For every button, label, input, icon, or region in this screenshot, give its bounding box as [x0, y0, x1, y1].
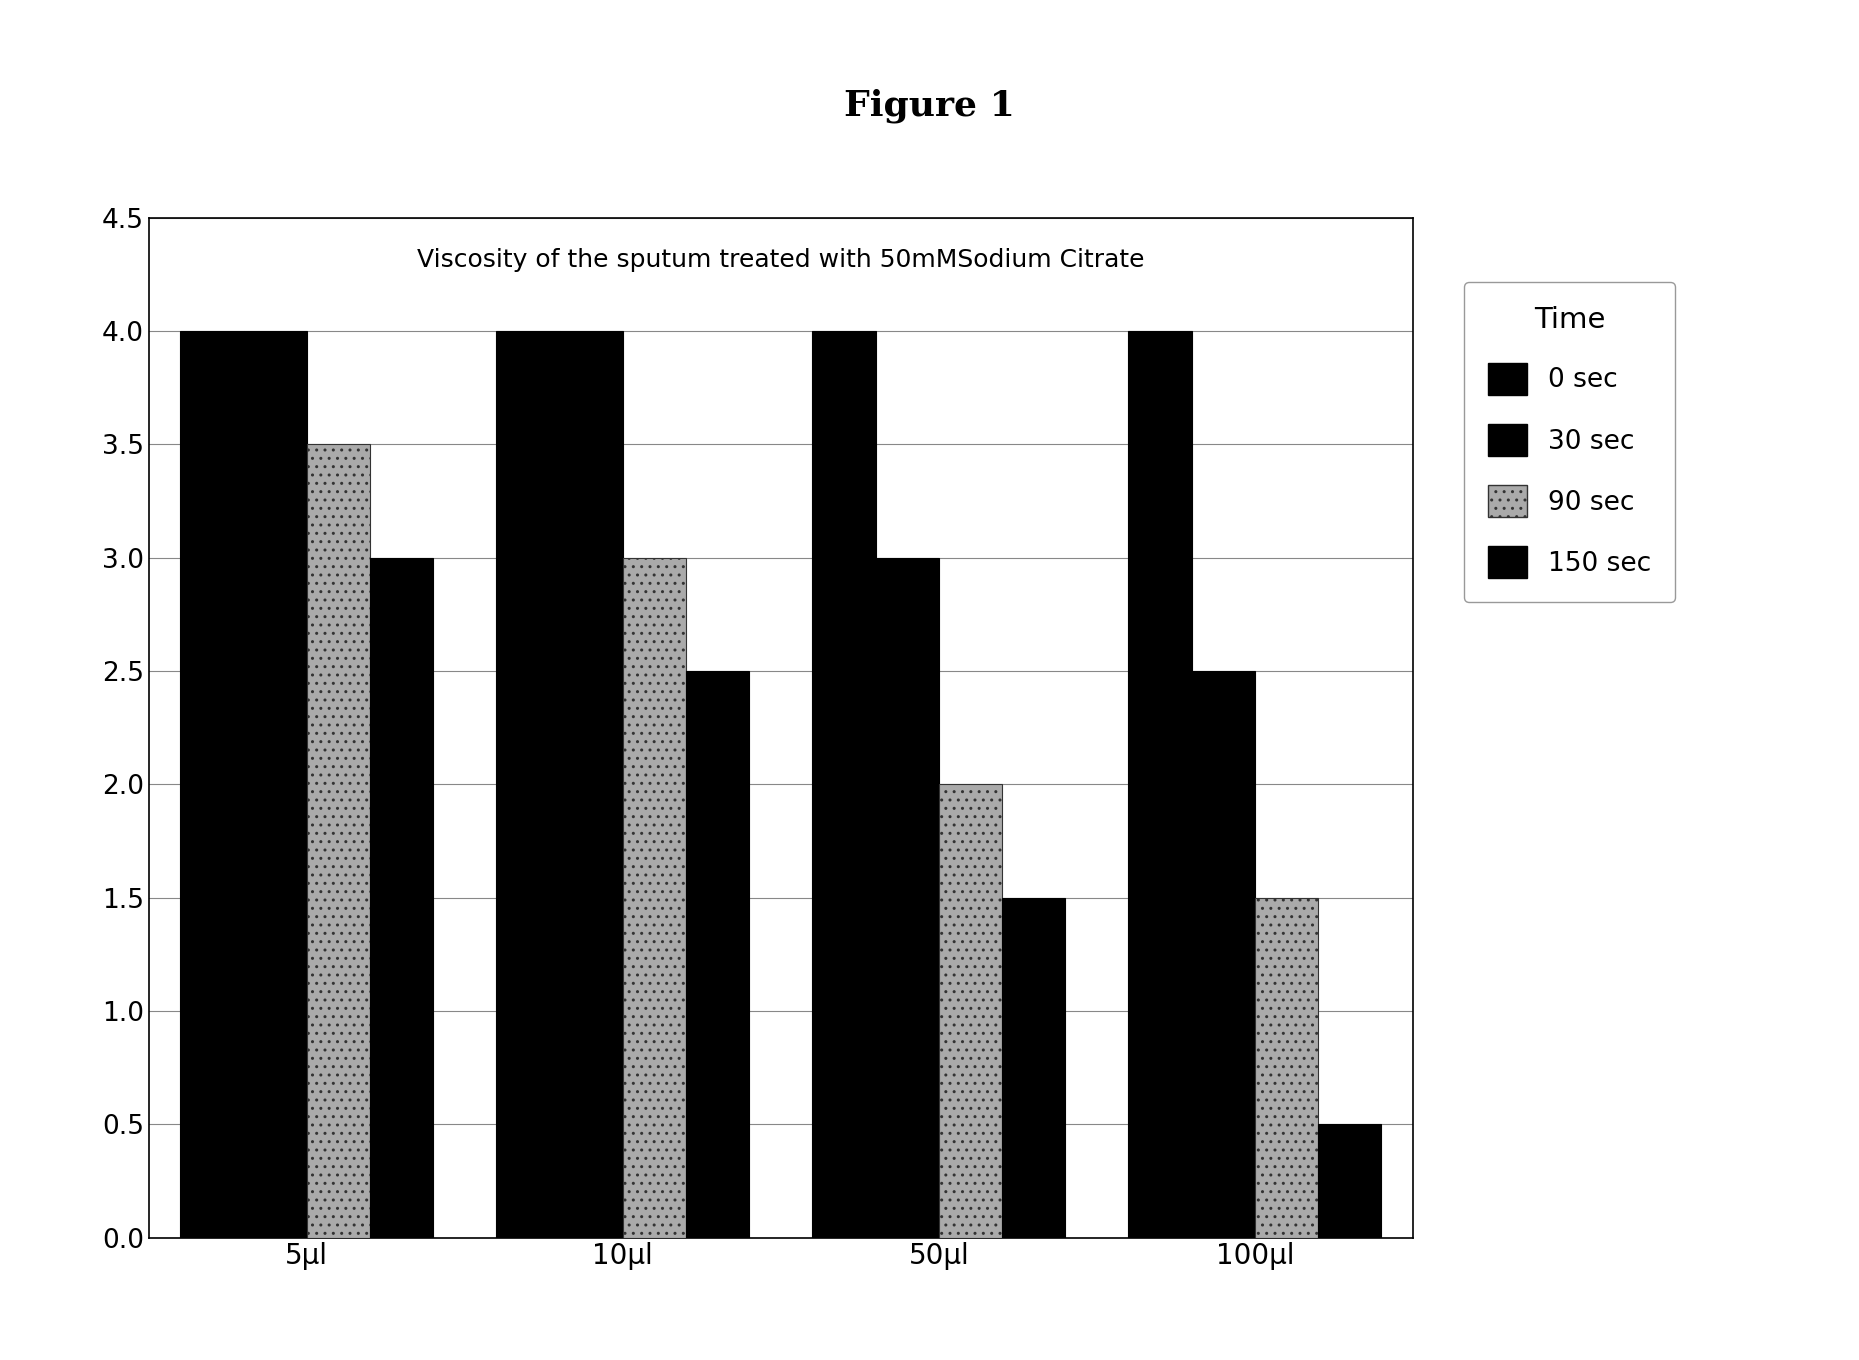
Bar — [812, 330, 876, 1238]
Bar — [1318, 1125, 1381, 1238]
Bar — [686, 670, 749, 1238]
Text: Figure 1: Figure 1 — [844, 88, 1015, 122]
Legend: 0 sec, 30 sec, 90 sec, 150 sec: 0 sec, 30 sec, 90 sec, 150 sec — [1463, 282, 1675, 602]
Bar — [939, 785, 1002, 1238]
Bar — [1002, 898, 1065, 1238]
Bar — [1128, 330, 1192, 1238]
Bar — [307, 445, 370, 1238]
Bar — [876, 558, 939, 1238]
Bar — [1192, 670, 1255, 1238]
Bar — [244, 330, 307, 1238]
Bar — [560, 330, 623, 1238]
Bar — [1255, 898, 1318, 1238]
Bar — [496, 330, 560, 1238]
Bar — [370, 558, 433, 1238]
Bar — [180, 330, 244, 1238]
Bar — [623, 558, 686, 1238]
Text: Viscosity of the sputum treated with 50mMSodium Citrate: Viscosity of the sputum treated with 50m… — [416, 248, 1145, 272]
